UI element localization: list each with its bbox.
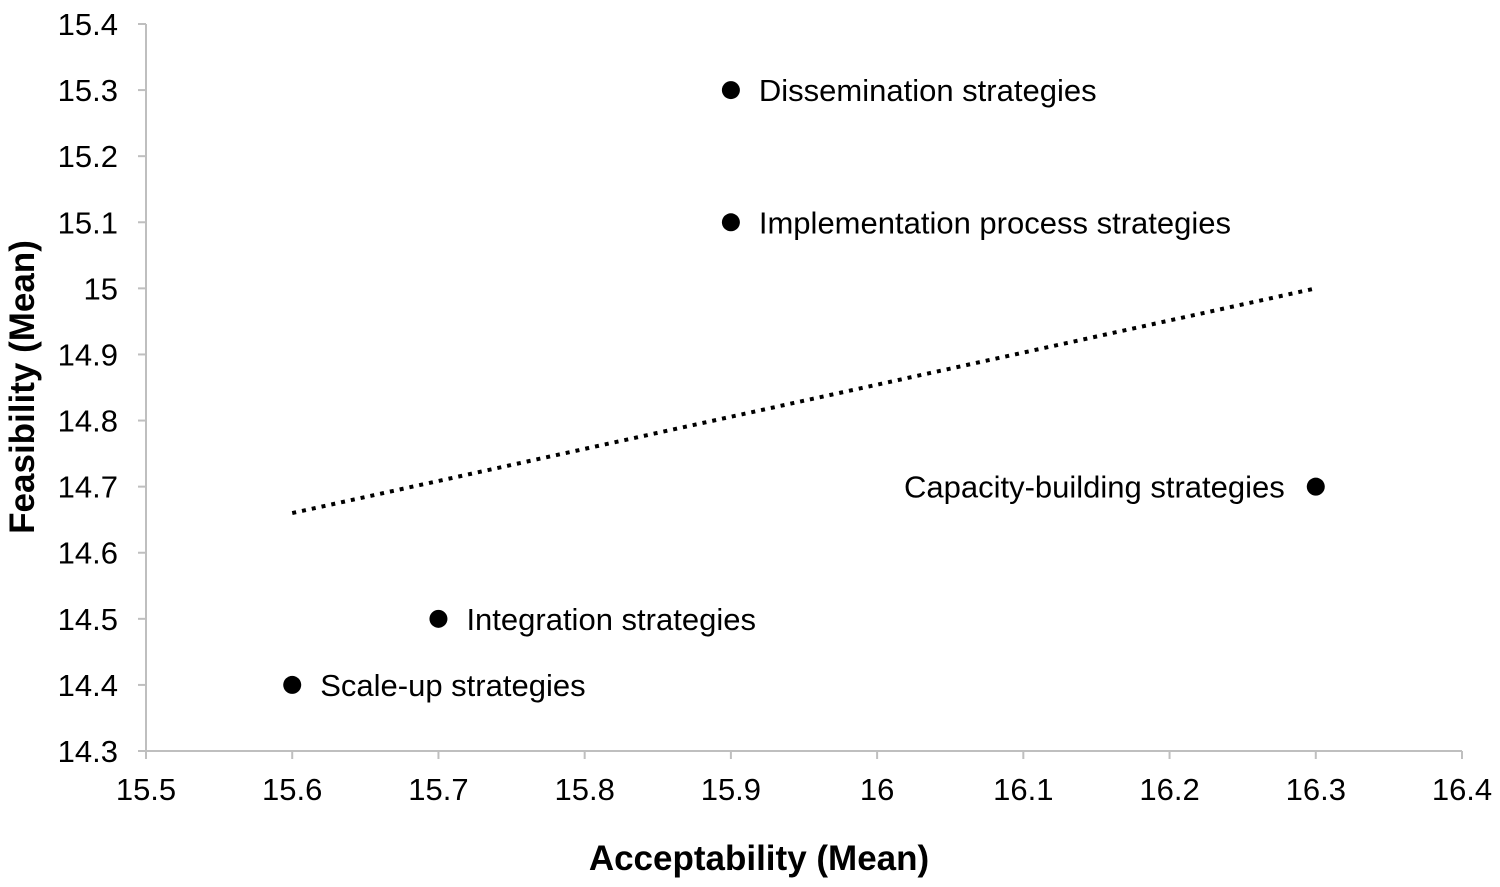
- x-tick-label: 16: [860, 772, 894, 807]
- point-label: Capacity-building strategies: [904, 470, 1285, 505]
- x-tick-label: 15.6: [262, 772, 322, 807]
- x-axis-title: Acceptability (Mean): [589, 839, 929, 878]
- point-label: Implementation process strategies: [759, 205, 1231, 240]
- trendline: [291, 286, 1317, 516]
- point-label: Scale-up strategies: [320, 668, 585, 703]
- y-tick-label: 15.3: [58, 73, 118, 108]
- y-tick-label: 14.4: [58, 668, 118, 703]
- x-tick-label: 15.5: [116, 772, 176, 807]
- y-axis-title: Feasibility (Mean): [3, 240, 42, 534]
- point-marker: [283, 675, 302, 694]
- x-tick-label: 15.7: [408, 772, 468, 807]
- y-tick-label: 15.1: [58, 205, 118, 240]
- y-tick-label: 14.5: [58, 602, 118, 637]
- point-marker: [721, 213, 740, 232]
- y-tick-label: 15.2: [58, 139, 118, 174]
- y-tick-label: 14.8: [58, 404, 118, 439]
- y-tick-label: 15: [84, 271, 118, 306]
- point-marker: [1306, 477, 1325, 496]
- point-label: Dissemination strategies: [759, 73, 1097, 108]
- y-tick-label: 14.9: [58, 337, 118, 372]
- data-point: Capacity-building strategies: [904, 470, 1325, 505]
- data-point: Scale-up strategies: [283, 668, 586, 703]
- point-marker: [721, 81, 740, 100]
- y-tick-label: 14.7: [58, 470, 118, 505]
- x-tick-label: 16.4: [1432, 772, 1492, 807]
- tick-labels: 14.3 14.4 14.5 14.6 14.7 14.8 14.9 15 15.1 15.2 15…: [58, 7, 1493, 807]
- y-tick-label: 15.4: [58, 7, 118, 42]
- y-tick-label: 14.6: [58, 536, 118, 571]
- data-point: Implementation process strategies: [721, 205, 1231, 240]
- x-tick-label: 16.1: [993, 772, 1053, 807]
- axes: [138, 23, 1463, 759]
- x-tick-label: 16.2: [1139, 772, 1199, 807]
- data-points: Dissemination strategies Implementation p…: [283, 73, 1325, 703]
- point-label: Integration strategies: [466, 602, 756, 637]
- x-tick-label: 16.3: [1286, 772, 1346, 807]
- data-point: Dissemination strategies: [721, 73, 1097, 108]
- data-point: Integration strategies: [429, 602, 756, 637]
- x-tick-label: 15.9: [701, 772, 761, 807]
- x-tick-label: 15.8: [554, 772, 614, 807]
- point-marker: [429, 609, 448, 628]
- y-tick-label: 14.3: [58, 734, 118, 769]
